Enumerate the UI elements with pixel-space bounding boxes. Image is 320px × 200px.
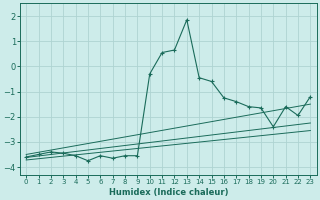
X-axis label: Humidex (Indice chaleur): Humidex (Indice chaleur) — [108, 188, 228, 197]
